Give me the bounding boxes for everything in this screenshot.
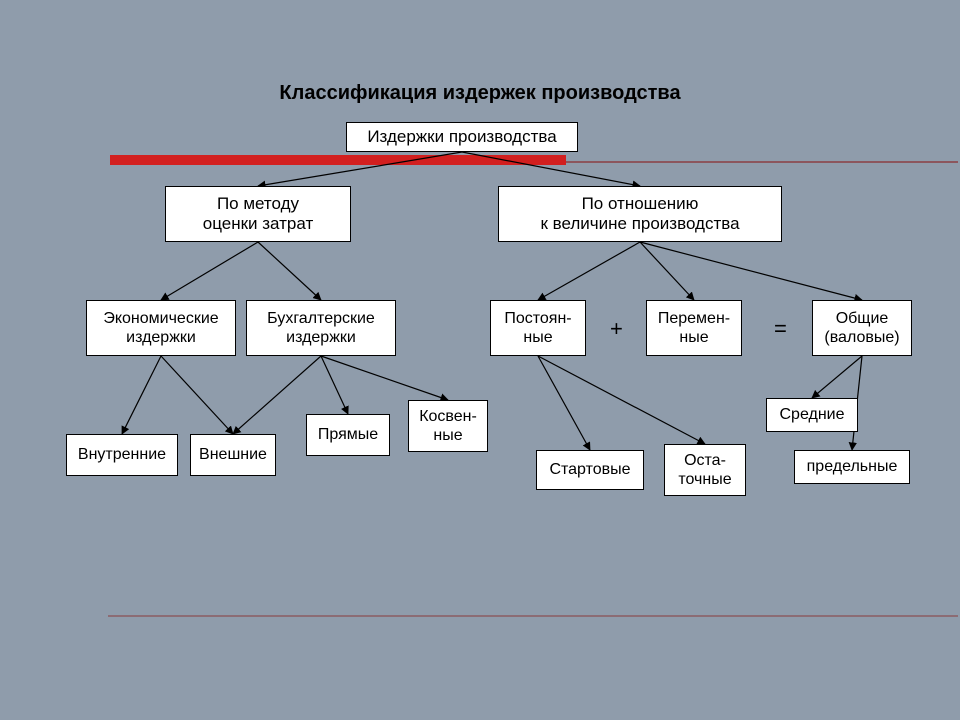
node-indirect: Косвен-ные	[408, 400, 488, 452]
node-external: Внешние	[190, 434, 276, 476]
node-residual: Оста-точные	[664, 444, 746, 496]
diagram-canvas: { "type": "flowchart", "background_color…	[0, 0, 960, 720]
node-const: Постоян-ные	[490, 300, 586, 356]
node-volume: По отношениюк величине производства	[498, 186, 782, 242]
diagram-title: Классификация издержек производства	[245, 82, 715, 105]
operator-plus: +	[610, 316, 623, 342]
node-root: Издержки производства	[346, 122, 578, 152]
node-econ: Экономическиеиздержки	[86, 300, 236, 356]
node-startup: Стартовые	[536, 450, 644, 490]
node-acct: Бухгалтерскиеиздержки	[246, 300, 396, 356]
node-method: По методуоценки затрат	[165, 186, 351, 242]
node-average: Средние	[766, 398, 858, 432]
node-marginal: предельные	[794, 450, 910, 484]
edge-layer	[0, 0, 960, 720]
node-total: Общие(валовые)	[812, 300, 912, 356]
operator-equals: =	[774, 316, 787, 342]
node-direct: Прямые	[306, 414, 390, 456]
node-internal: Внутренние	[66, 434, 178, 476]
node-var: Перемен-ные	[646, 300, 742, 356]
